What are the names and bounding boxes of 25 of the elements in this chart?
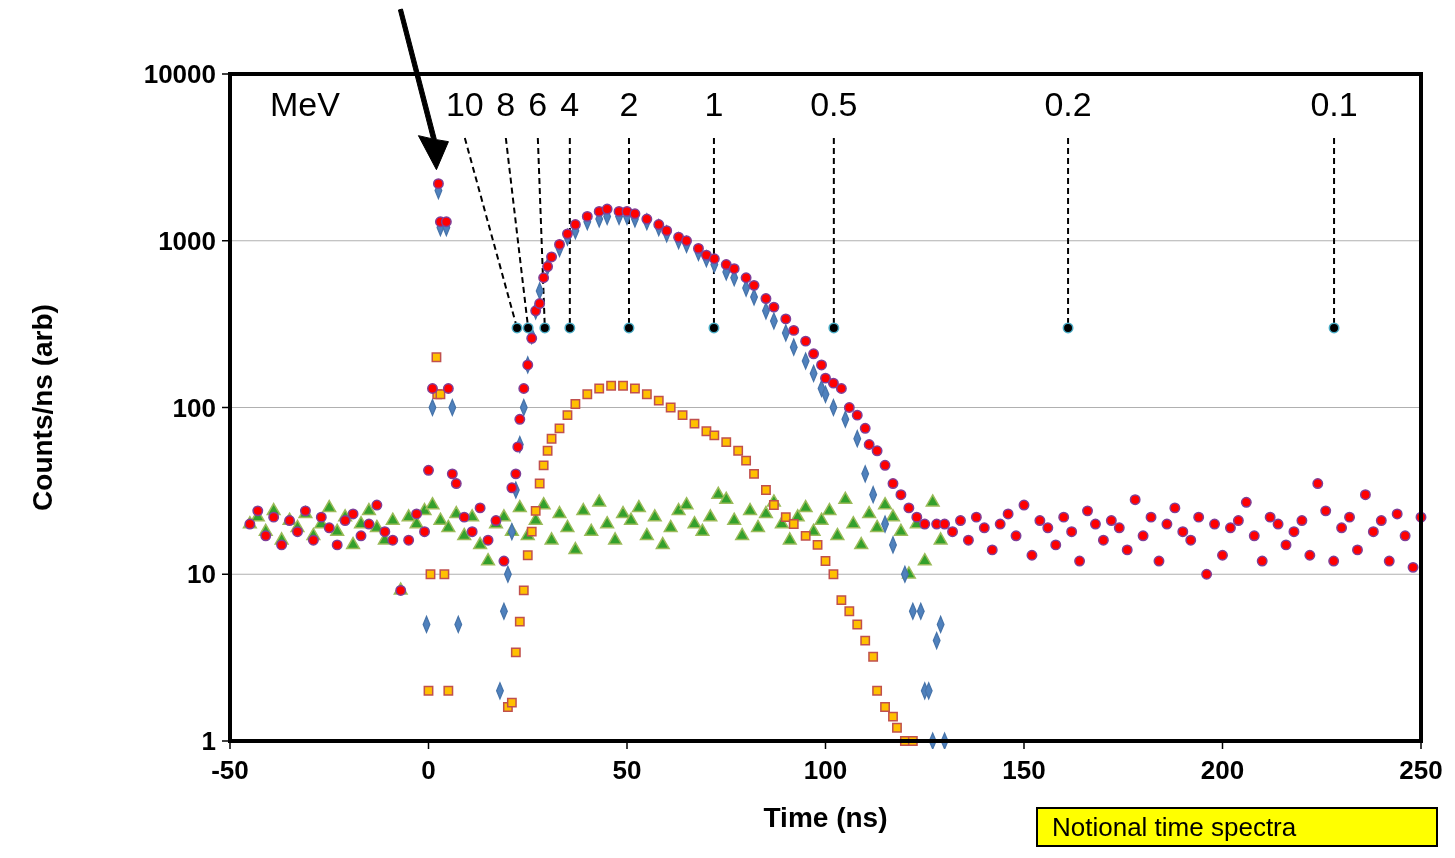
x-tick-label: 100 xyxy=(803,755,848,785)
annotation: 6 xyxy=(528,85,548,123)
annotation: 0.1 xyxy=(1310,85,1358,123)
y-tick-label: 1 xyxy=(201,726,216,756)
annotation: 1 xyxy=(704,85,724,123)
x-tick-label: -50 xyxy=(211,755,249,785)
annotation: MeV xyxy=(270,85,341,123)
annotation: 4 xyxy=(560,85,580,123)
annotation: 10 xyxy=(445,85,484,123)
y-tick-label: 10000 xyxy=(143,59,216,89)
y-tick-label: 100 xyxy=(172,392,216,423)
x-tick-label: 150 xyxy=(1002,755,1046,785)
y-axis-title: Counts/ns (arb) xyxy=(27,304,58,511)
x-tick-label: 50 xyxy=(612,755,642,785)
x-tick-label: 250 xyxy=(1399,755,1443,785)
annotation: 0.5 xyxy=(810,85,858,123)
y-tick-label: 1000 xyxy=(158,225,216,256)
x-tick-label: 0 xyxy=(421,755,436,785)
annotation: 2 xyxy=(619,85,639,123)
annotation: 0.2 xyxy=(1044,85,1092,123)
annotation: 8 xyxy=(496,85,516,123)
x-axis-title: Time (ns) xyxy=(763,802,888,833)
text: Notional time spectra xyxy=(1052,812,1297,842)
y-tick-label: 10 xyxy=(187,559,216,590)
x-tick-label: 200 xyxy=(1200,755,1245,785)
